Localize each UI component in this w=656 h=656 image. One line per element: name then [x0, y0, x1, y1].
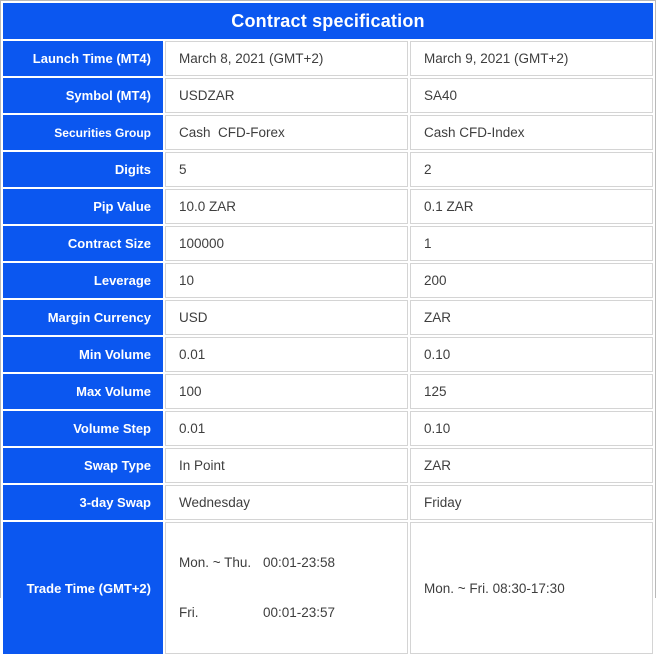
value-trade-time-usdzar: Mon. ~ Thu. 00:01-23:58 Fri. 00:01-23:57 — [165, 522, 408, 654]
row-launch-time: Launch Time (MT4) March 8, 2021 (GMT+2) … — [3, 41, 653, 76]
value-symbol-usdzar: USDZAR — [165, 78, 408, 113]
value-margin-currency-usdzar: USD — [165, 300, 408, 335]
row-label-swap-type: Swap Type — [3, 448, 163, 483]
value-contract-size-usdzar: 100000 — [165, 226, 408, 261]
value-3-day-swap-usdzar: Wednesday — [165, 485, 408, 520]
row-label-digits: Digits — [3, 152, 163, 187]
value-securities-group-sa40: Cash CFD-Index — [410, 115, 653, 150]
row-min-volume: Min Volume 0.01 0.10 — [3, 337, 653, 372]
value-volume-step-sa40: 0.10 — [410, 411, 653, 446]
title-row: Contract specification — [3, 3, 653, 39]
value-launch-time-usdzar: March 8, 2021 (GMT+2) — [165, 41, 408, 76]
row-volume-step: Volume Step 0.01 0.10 — [3, 411, 653, 446]
row-label-leverage: Leverage — [3, 263, 163, 298]
row-digits: Digits 5 2 — [3, 152, 653, 187]
value-swap-type-sa40: ZAR — [410, 448, 653, 483]
value-contract-size-sa40: 1 — [410, 226, 653, 261]
row-swap-type: Swap Type In Point ZAR — [3, 448, 653, 483]
row-label-max-volume: Max Volume — [3, 374, 163, 409]
value-symbol-sa40: SA40 — [410, 78, 653, 113]
value-3-day-swap-sa40: Friday — [410, 485, 653, 520]
trade-time-hours-2: 00:01-23:57 — [263, 605, 336, 620]
value-pip-value-sa40: 0.1 ZAR — [410, 189, 653, 224]
value-max-volume-sa40: 125 — [410, 374, 653, 409]
row-leverage: Leverage 10 200 — [3, 263, 653, 298]
row-label-securities-group: Securities Group — [3, 115, 163, 150]
row-margin-currency: Margin Currency USD ZAR — [3, 300, 653, 335]
value-pip-value-usdzar: 10.0 ZAR — [165, 189, 408, 224]
trade-time-days-2: Fri. — [179, 605, 199, 620]
row-label-contract-size: Contract Size — [3, 226, 163, 261]
row-3-day-swap: 3-day Swap Wednesday Friday — [3, 485, 653, 520]
value-launch-time-sa40: March 9, 2021 (GMT+2) — [410, 41, 653, 76]
row-label-symbol: Symbol (MT4) — [3, 78, 163, 113]
row-contract-size: Contract Size 100000 1 — [3, 226, 653, 261]
trade-time-line-2: Fri. 00:01-23:57 — [179, 603, 401, 623]
value-max-volume-usdzar: 100 — [165, 374, 408, 409]
row-label-min-volume: Min Volume — [3, 337, 163, 372]
value-swap-type-usdzar: In Point — [165, 448, 408, 483]
value-volume-step-usdzar: 0.01 — [165, 411, 408, 446]
value-min-volume-usdzar: 0.01 — [165, 337, 408, 372]
value-trade-time-sa40: Mon. ~ Fri. 08:30-17:30 — [410, 522, 653, 654]
row-label-pip-value: Pip Value — [3, 189, 163, 224]
value-leverage-usdzar: 10 — [165, 263, 408, 298]
row-trade-time: Trade Time (GMT+2) Mon. ~ Thu. 00:01-23:5… — [3, 522, 653, 654]
page-title: Contract specification — [3, 3, 653, 39]
row-label-margin-currency: Margin Currency — [3, 300, 163, 335]
value-min-volume-sa40: 0.10 — [410, 337, 653, 372]
value-digits-sa40: 2 — [410, 152, 653, 187]
row-securities-group: Securities Group Cash CFD-Forex Cash CFD… — [3, 115, 653, 150]
row-label-trade-time: Trade Time (GMT+2) — [3, 522, 163, 654]
trade-time-days-1: Mon. ~ Thu. — [179, 555, 252, 570]
trade-time-line-1: Mon. ~ Thu. 00:01-23:58 — [179, 553, 401, 573]
row-label-3-day-swap: 3-day Swap — [3, 485, 163, 520]
value-margin-currency-sa40: ZAR — [410, 300, 653, 335]
value-securities-group-usdzar: Cash CFD-Forex — [165, 115, 408, 150]
trade-time-hours-1: 00:01-23:58 — [263, 555, 336, 570]
value-digits-usdzar: 5 — [165, 152, 408, 187]
row-label-launch-time: Launch Time (MT4) — [3, 41, 163, 76]
row-max-volume: Max Volume 100 125 — [3, 374, 653, 409]
value-leverage-sa40: 200 — [410, 263, 653, 298]
row-symbol: Symbol (MT4) USDZAR SA40 — [3, 78, 653, 113]
row-label-volume-step: Volume Step — [3, 411, 163, 446]
row-pip-value: Pip Value 10.0 ZAR 0.1 ZAR — [3, 189, 653, 224]
